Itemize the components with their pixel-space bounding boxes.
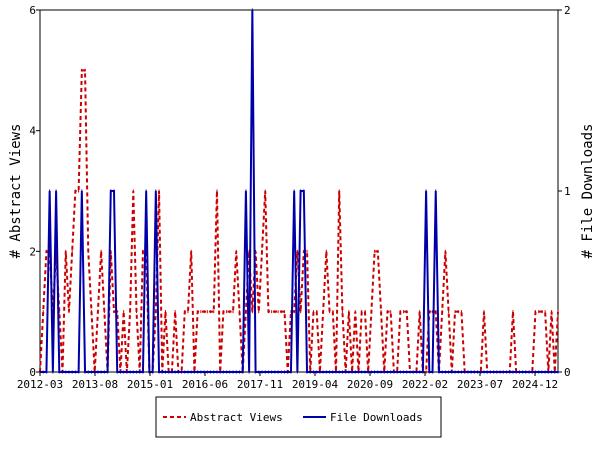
left-y-tick-label: 2	[29, 245, 36, 258]
right-axis-title: # File Downloads	[580, 124, 596, 259]
x-tick-label: 2024-12	[512, 378, 558, 391]
left-axis-title: # Abstract Views	[8, 124, 24, 259]
legend-box	[155, 396, 442, 438]
x-axis: 2012-03 2013-08 2015-01 2016-06 2017-11 2019-…	[17, 372, 558, 391]
right-y-tick-label: 1	[564, 185, 571, 198]
x-tick-label: 2015-01	[127, 378, 173, 391]
left-y-tick-label: 4	[29, 125, 36, 138]
plot-area	[39, 8, 559, 374]
x-tick-label: 2022-02	[402, 378, 448, 391]
x-tick-label: 2020-09	[347, 378, 393, 391]
x-tick-label: 2013-08	[72, 378, 118, 391]
x-tick-label: 2019-04	[292, 378, 339, 391]
x-tick-label: 2016-06	[182, 378, 228, 391]
series-line-file-downloads	[40, 9, 558, 373]
right-y-axis: 0 1 2	[558, 4, 571, 379]
legend-label-abstract-views: Abstract Views	[190, 411, 283, 424]
x-tick-label: 2023-07	[457, 378, 503, 391]
right-y-tick-label: 2	[564, 4, 571, 17]
left-y-tick-label: 6	[29, 4, 36, 17]
legend: Abstract Views File Downloads	[155, 396, 442, 438]
legend-label-file-downloads: File Downloads	[330, 411, 423, 424]
x-tick-label: 2012-03	[17, 378, 63, 391]
left-y-axis: 0 2 4 6	[29, 4, 40, 379]
left-y-tick-label: 0	[29, 366, 36, 379]
right-y-tick-label: 0	[564, 366, 571, 379]
x-tick-label: 2017-11	[237, 378, 283, 391]
